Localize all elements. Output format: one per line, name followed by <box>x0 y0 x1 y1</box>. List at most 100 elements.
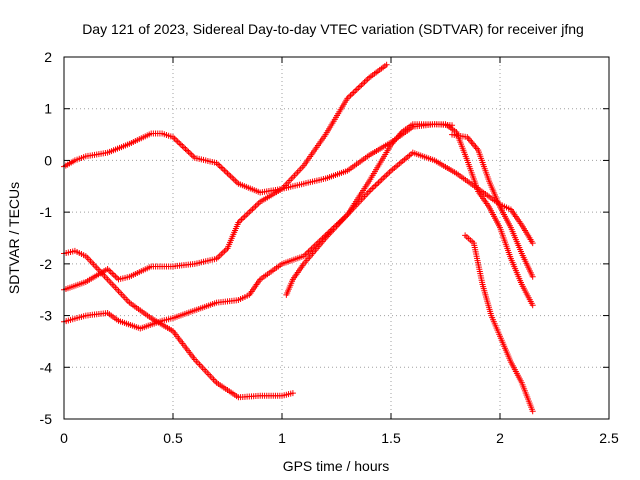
data-point <box>244 210 251 217</box>
data-point <box>184 147 191 154</box>
data-point <box>219 165 226 172</box>
data-point <box>377 178 384 185</box>
data-point <box>372 182 379 189</box>
data-point <box>381 173 388 180</box>
y-tick-label: -3 <box>40 308 53 324</box>
data-point <box>216 162 223 169</box>
data-point <box>373 181 380 188</box>
data-point <box>226 171 233 178</box>
data-point <box>230 176 237 183</box>
y-tick-label: 2 <box>44 49 52 65</box>
data-point <box>222 168 229 175</box>
data-point <box>113 274 120 281</box>
data-point <box>216 252 223 259</box>
series-track-2 <box>61 61 390 293</box>
data-point <box>249 206 256 213</box>
data-point <box>182 145 189 152</box>
data-point <box>369 185 376 192</box>
data-point <box>347 92 354 99</box>
data-point <box>358 82 365 89</box>
data-point <box>176 140 183 147</box>
data-point <box>529 408 536 415</box>
series-track-6 <box>462 232 536 415</box>
data-point <box>252 203 259 210</box>
data-point <box>345 93 352 100</box>
y-tick-label: -5 <box>40 411 53 427</box>
y-tick-label: 1 <box>44 101 52 117</box>
x-axis-label: GPS time / hours <box>283 458 390 474</box>
data-point <box>232 177 239 184</box>
series-track-7 <box>449 131 536 280</box>
data-point <box>383 172 390 179</box>
series-track-3 <box>61 247 296 401</box>
data-point <box>349 90 356 97</box>
data-point <box>110 271 117 278</box>
axis-ticks: 0 0.5 1 1.5 2 2.5 -5 -4 -3 -2 -1 0 1 2 <box>40 49 619 446</box>
data-point <box>352 87 359 94</box>
data-point <box>384 170 391 177</box>
data-point <box>378 176 385 183</box>
plot-frame <box>63 56 610 420</box>
data-point <box>188 151 195 158</box>
data-point <box>229 174 236 181</box>
data-point <box>383 61 390 68</box>
data-point <box>386 169 393 176</box>
data-point <box>529 302 536 309</box>
data-point <box>380 175 387 182</box>
series-track-1 <box>61 121 456 196</box>
data-point <box>364 76 371 83</box>
data-point <box>180 144 187 151</box>
x-tick-label: 2 <box>496 430 504 446</box>
data-point <box>361 79 368 86</box>
chart-title: Day 121 of 2023, Sidereal Day-to-day VTE… <box>82 21 584 37</box>
grid-lines <box>64 57 609 419</box>
data-point <box>219 249 226 256</box>
data-point <box>363 77 370 84</box>
y-tick-label: -4 <box>40 359 53 375</box>
data-point <box>238 216 245 223</box>
data-point <box>221 167 228 174</box>
data-point <box>247 207 254 214</box>
data-point <box>353 86 360 93</box>
data-point <box>375 179 382 186</box>
data-point <box>355 85 362 92</box>
data-point <box>254 201 261 208</box>
series-track-5 <box>283 121 536 309</box>
data-point <box>177 141 184 148</box>
data-point <box>187 150 194 157</box>
data-point <box>227 173 234 180</box>
x-tick-label: 2.5 <box>599 430 619 446</box>
x-tick-label: 1.5 <box>381 430 401 446</box>
x-tick-label: 1 <box>278 430 286 446</box>
data-point <box>529 240 536 247</box>
data-point <box>289 390 296 397</box>
data-point <box>218 251 225 258</box>
data-point <box>370 184 377 191</box>
data-point <box>106 267 113 274</box>
data-point <box>109 270 116 277</box>
data-point <box>350 89 357 96</box>
x-tick-label: 0.5 <box>163 430 183 446</box>
data-point <box>250 204 257 211</box>
data-point <box>185 148 192 155</box>
data-point <box>112 273 119 280</box>
x-tick-label: 0 <box>60 430 68 446</box>
data-point <box>529 273 536 280</box>
data-point <box>356 83 363 90</box>
data-point <box>173 137 180 144</box>
data-point <box>240 215 247 222</box>
data-point <box>174 138 181 145</box>
y-axis-label: SDTVAR / TECUs <box>6 182 22 294</box>
y-tick-label: -2 <box>40 256 53 272</box>
data-point <box>367 186 374 193</box>
data-point <box>246 209 253 216</box>
data-point <box>218 164 225 171</box>
data-point <box>179 143 186 150</box>
data-points <box>61 61 536 415</box>
y-tick-label: -1 <box>40 204 53 220</box>
data-point <box>224 170 231 177</box>
data-point <box>243 212 250 219</box>
y-tick-label: 0 <box>44 152 52 168</box>
data-point <box>241 213 248 220</box>
